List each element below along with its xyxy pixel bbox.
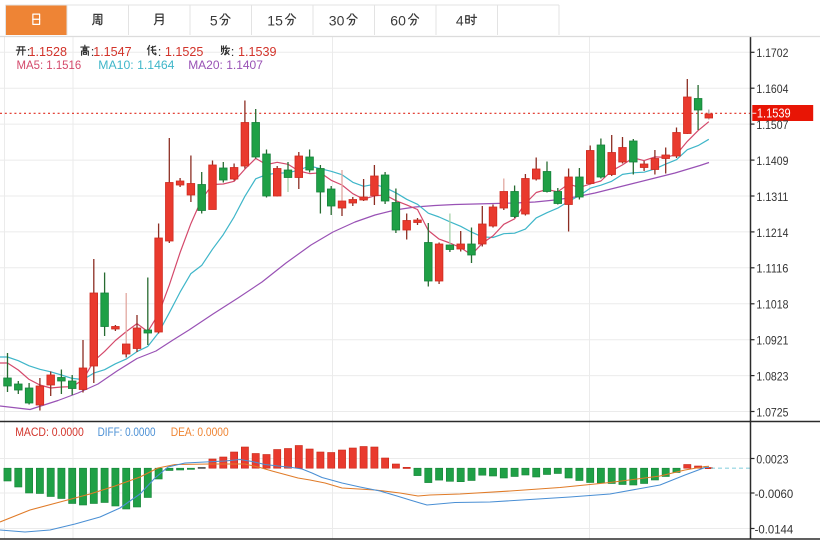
svg-text:4: 4: [456, 13, 464, 29]
svg-text:-0.0144: -0.0144: [755, 522, 794, 536]
svg-text:DEA: 0.0000: DEA: 0.0000: [171, 427, 229, 439]
svg-text:DIFF: 0.0000: DIFF: 0.0000: [98, 427, 156, 439]
svg-text:1.0921: 1.0921: [756, 334, 788, 348]
svg-text::: :: [231, 44, 235, 59]
svg-text:15: 15: [267, 13, 283, 29]
svg-text:MACD: 0.0000: MACD: 0.0000: [15, 427, 84, 439]
svg-text:1.1507: 1.1507: [756, 118, 788, 132]
svg-text:5: 5: [210, 13, 218, 29]
svg-text:1.1539: 1.1539: [238, 44, 277, 59]
svg-text:1.1409: 1.1409: [756, 154, 788, 168]
svg-text:MA20: 1.1407: MA20: 1.1407: [188, 58, 263, 72]
svg-text:1.1116: 1.1116: [756, 262, 788, 276]
svg-text:1.1018: 1.1018: [756, 298, 788, 312]
svg-text:1.1525: 1.1525: [165, 44, 204, 59]
svg-text:-0.0060: -0.0060: [755, 487, 794, 501]
svg-text::: :: [27, 44, 31, 59]
svg-text:MA10: 1.1464: MA10: 1.1464: [98, 58, 174, 72]
svg-text:1.1702: 1.1702: [756, 46, 788, 60]
svg-text:1.0725: 1.0725: [756, 405, 788, 419]
svg-text:1.0823: 1.0823: [756, 370, 788, 384]
svg-text:60: 60: [390, 13, 406, 29]
svg-text:1.1214: 1.1214: [756, 226, 788, 240]
svg-text::: :: [91, 44, 95, 59]
svg-text:0.0023: 0.0023: [756, 452, 788, 466]
svg-text::: :: [158, 44, 162, 59]
svg-text:1.1547: 1.1547: [93, 44, 132, 59]
svg-text:30: 30: [329, 13, 345, 29]
svg-text:1.1604: 1.1604: [756, 82, 788, 96]
svg-text:1.1311: 1.1311: [756, 190, 788, 204]
svg-text:MA5: 1.1516: MA5: 1.1516: [17, 58, 82, 72]
svg-text:1.1539: 1.1539: [757, 106, 791, 120]
svg-text:1.1528: 1.1528: [29, 44, 68, 59]
